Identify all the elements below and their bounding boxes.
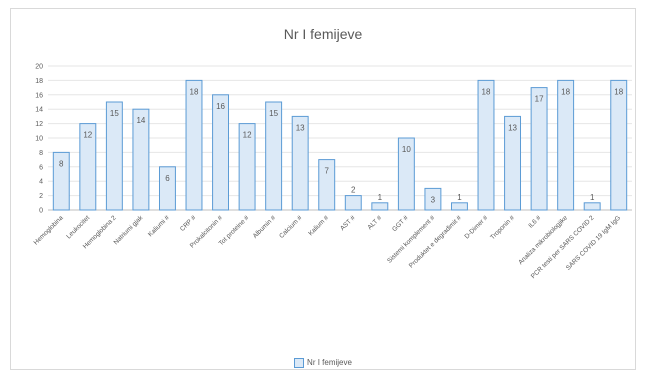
chart-title: Nr I femijeve bbox=[283, 26, 363, 42]
bar bbox=[132, 108, 150, 211]
category-label: Calcium # bbox=[278, 214, 304, 240]
data-label: 18 bbox=[614, 87, 623, 96]
category-label: Kaliumi # bbox=[147, 214, 171, 238]
y-tick-label: 18 bbox=[35, 78, 43, 85]
data-label: 3 bbox=[431, 195, 436, 204]
data-label: 1 bbox=[378, 193, 383, 202]
data-label: 17 bbox=[535, 95, 544, 104]
bar bbox=[344, 195, 362, 211]
y-tick-label: 20 bbox=[35, 64, 43, 71]
y-tick-label: 6 bbox=[39, 164, 43, 171]
bar bbox=[212, 94, 230, 211]
category-label: SARS COVID 19 IgM IgG bbox=[565, 214, 622, 271]
data-label: 12 bbox=[243, 131, 252, 140]
data-label: 15 bbox=[110, 109, 119, 118]
data-label: 7 bbox=[325, 167, 330, 176]
y-tick-label: 8 bbox=[39, 150, 43, 157]
category-label: Albumin # bbox=[252, 214, 278, 240]
data-label: 13 bbox=[296, 123, 305, 132]
data-label: 10 bbox=[402, 145, 411, 154]
data-label: 6 bbox=[165, 174, 170, 183]
y-tick-label: 0 bbox=[39, 208, 43, 215]
category-label: Produktet e degradimit # bbox=[408, 214, 463, 269]
bar bbox=[105, 101, 123, 211]
bar bbox=[557, 79, 575, 211]
data-label: 13 bbox=[508, 123, 517, 132]
data-label: 15 bbox=[269, 109, 278, 118]
category-label: IL6 # bbox=[527, 214, 542, 229]
bar bbox=[291, 115, 309, 211]
data-label: 14 bbox=[136, 116, 145, 125]
legend-swatch bbox=[294, 358, 305, 368]
bar bbox=[504, 115, 522, 211]
y-tick-label: 16 bbox=[35, 92, 43, 99]
category-label: GGT # bbox=[391, 214, 410, 233]
category-label: Hemoglobina bbox=[33, 214, 65, 246]
category-label: Analiza mikrobiologjike bbox=[517, 214, 569, 266]
data-label: 2 bbox=[351, 186, 356, 195]
y-tick-label: 4 bbox=[39, 179, 43, 186]
data-label: 1 bbox=[590, 193, 595, 202]
category-label: AST # bbox=[339, 214, 357, 232]
bar bbox=[424, 187, 442, 211]
bar bbox=[158, 166, 176, 211]
bar bbox=[530, 87, 548, 211]
bar bbox=[477, 79, 495, 211]
bar bbox=[371, 202, 389, 211]
category-label: Sistemi komplement # bbox=[386, 214, 436, 264]
bar bbox=[79, 123, 97, 211]
category-label: Natriumi gjak bbox=[113, 214, 145, 246]
bar bbox=[318, 159, 336, 211]
bar bbox=[450, 202, 468, 211]
legend: Nr I femijeve bbox=[0, 358, 646, 368]
bar bbox=[52, 151, 70, 211]
bar bbox=[583, 202, 601, 211]
category-label: Troponin # bbox=[489, 214, 516, 241]
data-label: 1 bbox=[457, 193, 462, 202]
data-label: 8 bbox=[59, 159, 64, 168]
y-tick-label: 14 bbox=[35, 107, 43, 114]
y-tick-label: 2 bbox=[39, 193, 43, 200]
bar bbox=[397, 137, 415, 211]
category-label: ALT # bbox=[366, 214, 383, 231]
data-label: 12 bbox=[83, 131, 92, 140]
category-label: D-Dimer # bbox=[464, 214, 490, 240]
data-label: 18 bbox=[482, 87, 491, 96]
bar bbox=[238, 123, 256, 211]
data-label: 18 bbox=[190, 87, 199, 96]
category-label: Kalium # bbox=[307, 214, 330, 237]
bar bbox=[610, 79, 628, 211]
bar bbox=[185, 79, 203, 211]
data-label: 18 bbox=[561, 87, 570, 96]
bar bbox=[265, 101, 283, 211]
category-label: CRP # bbox=[179, 214, 198, 233]
y-tick-label: 12 bbox=[35, 121, 43, 128]
legend-label: Nr I femijeve bbox=[307, 358, 352, 368]
data-label: 16 bbox=[216, 102, 225, 111]
y-tick-label: 10 bbox=[35, 136, 43, 143]
category-label: Leukocitet bbox=[65, 214, 91, 240]
